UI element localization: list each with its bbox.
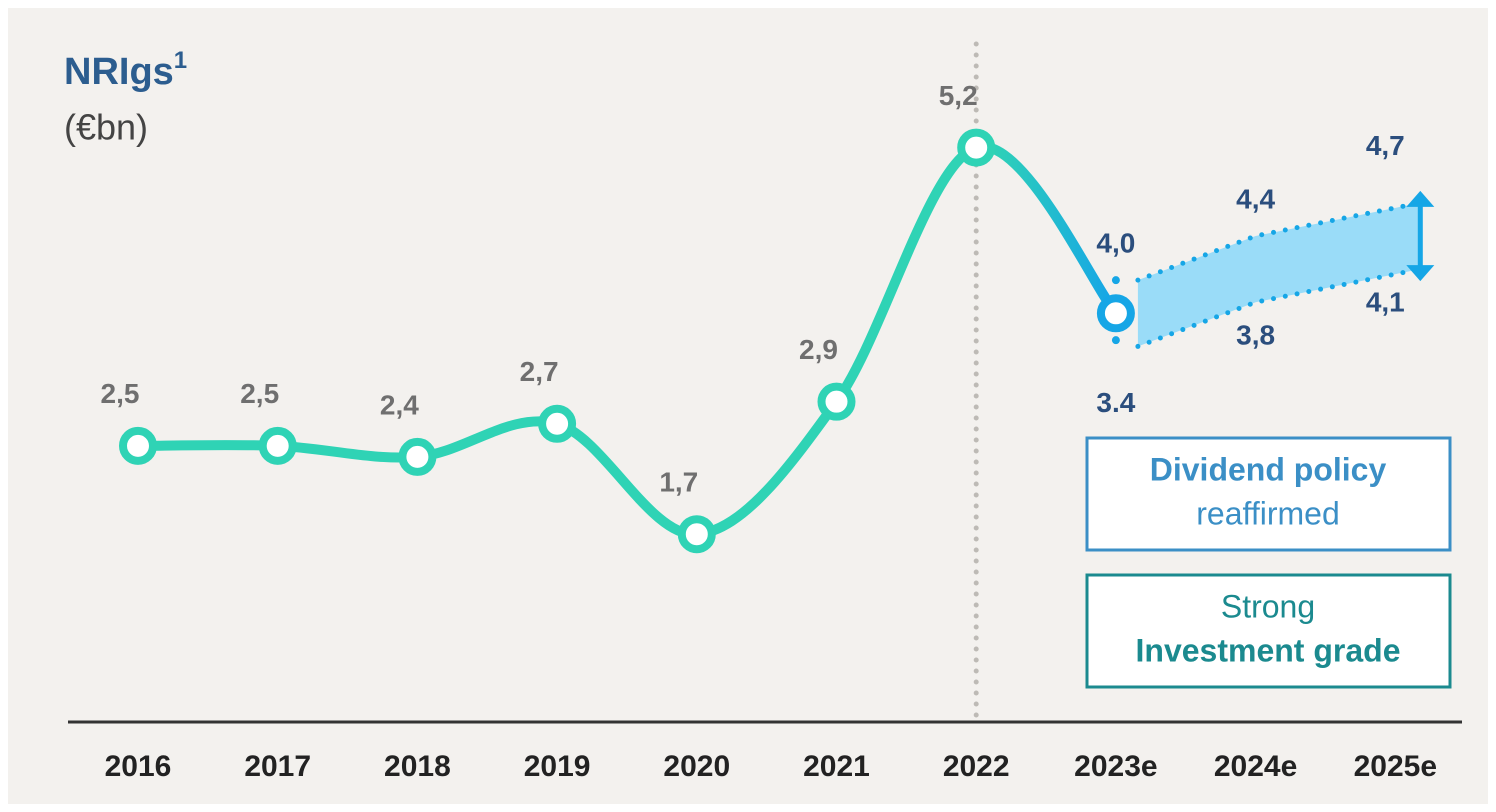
range-edge	[1135, 200, 1423, 283]
point	[398, 437, 437, 476]
range-high-label: 4,7	[1366, 130, 1405, 161]
x-tick-label: 2017	[244, 750, 311, 783]
title-text: NRIgs	[64, 51, 174, 93]
range-low-label: 3,8	[1236, 320, 1275, 351]
x-tick-label: 2024e	[1214, 750, 1297, 783]
point	[1096, 294, 1135, 333]
x-tick-label: 2016	[105, 750, 172, 783]
x-tick-label: 2018	[384, 750, 451, 783]
value-label: 2,5	[240, 378, 279, 409]
point	[258, 426, 297, 465]
annotation-text: Investment grade	[1136, 632, 1401, 668]
x-tick-label: 2020	[663, 750, 730, 783]
value-label: 2,7	[520, 356, 559, 387]
range-low-label: 3.4	[1096, 387, 1135, 418]
point	[677, 515, 716, 554]
value-label: 2,9	[799, 334, 838, 365]
range-band	[1137, 202, 1421, 347]
value-label: 2,4	[380, 389, 419, 420]
x-tick-label: 2021	[803, 750, 870, 783]
value-label: 1,7	[659, 467, 698, 498]
annotation-box	[1085, 573, 1452, 689]
value-label: 2,5	[101, 378, 140, 409]
point	[957, 128, 996, 167]
range-high-label: 4,4	[1236, 183, 1275, 214]
annotation-box	[1085, 436, 1452, 552]
x-tick-label: 2025e	[1354, 750, 1437, 783]
range-low-label: 4,1	[1366, 286, 1405, 317]
x-tick-label: 2019	[524, 750, 591, 783]
range-edge	[1135, 266, 1423, 349]
arrow-head	[1406, 265, 1435, 282]
point	[119, 426, 157, 465]
x-tick-label: 2023e	[1074, 750, 1157, 783]
point	[538, 404, 577, 443]
range-high-label: 4,0	[1096, 228, 1135, 259]
arrow-head	[1406, 190, 1435, 207]
chart-title: NRIgs1	[64, 47, 187, 93]
annotation-text: Dividend policy	[1150, 451, 1387, 487]
point	[817, 382, 856, 421]
title-superscript: 1	[174, 47, 187, 74]
annotation-text: Strong	[1221, 588, 1315, 624]
chart-subtitle: (€bn)	[64, 107, 148, 148]
value-label: 5,2	[939, 80, 978, 111]
annotation-text: reaffirmed	[1196, 495, 1339, 531]
x-tick-label: 2022	[943, 750, 1010, 783]
